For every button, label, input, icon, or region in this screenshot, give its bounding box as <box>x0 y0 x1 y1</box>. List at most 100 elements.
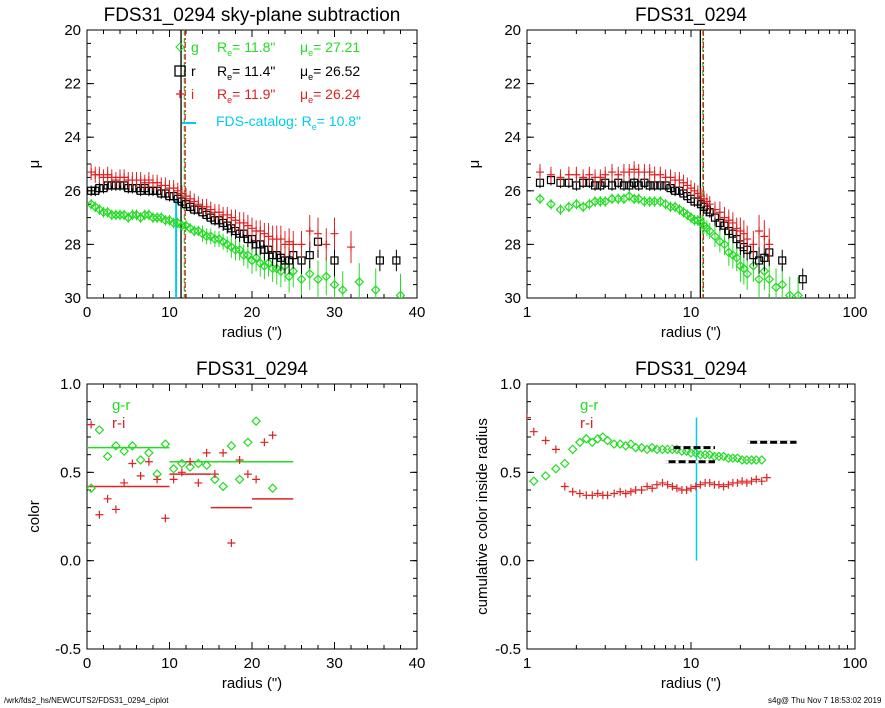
data-point-g <box>304 269 315 279</box>
data-point-g <box>230 244 241 255</box>
data-point-r-i <box>672 484 681 493</box>
legend-entry-r: r Re= 11.4" μe= 26.52 <box>174 63 360 82</box>
data-point-g <box>131 210 142 220</box>
legend-entry-i: i Re= 11.9" μe= 26.24 <box>176 86 360 105</box>
data-point-r-i <box>682 486 691 494</box>
data-point-g-r <box>540 471 551 481</box>
data-point-g <box>247 255 257 266</box>
data-point-r-i <box>616 487 625 496</box>
data-point-r <box>276 253 285 262</box>
data-point-r-i <box>87 420 96 429</box>
data-point-r-i <box>738 477 747 486</box>
footer-timestamp-text: s4g@ Thu Nov 7 18:53:02 2019 <box>768 696 882 705</box>
legend-marker-i <box>176 90 184 98</box>
data-point-r-i <box>687 484 695 493</box>
x-tick-label: 100 <box>842 655 867 672</box>
data-point-r <box>305 251 314 260</box>
data-point-r-i <box>757 477 766 486</box>
data-point-i <box>177 189 186 198</box>
data-point-g <box>600 196 611 207</box>
data-point-g-r <box>267 483 278 494</box>
data-point-r-i <box>742 478 751 487</box>
data-point-g <box>185 223 195 234</box>
data-point-g <box>370 285 381 295</box>
plot-frame <box>526 383 856 650</box>
data-point-g <box>271 263 282 274</box>
x-tick-label: 10 <box>683 304 700 321</box>
y-axis-label: μ <box>26 160 43 169</box>
data-point-g <box>197 228 208 239</box>
data-point-g <box>205 231 216 242</box>
data-point-r <box>760 253 769 262</box>
legend-g-r: g-r <box>580 397 598 414</box>
legend-re-text: Re= 11.8" <box>217 39 275 58</box>
plot-frame <box>86 383 418 650</box>
legend-re-text: Re= 11.9" <box>217 86 275 105</box>
data-point-i <box>720 213 729 222</box>
data-point-g <box>793 290 803 298</box>
x-tick-label: 1 <box>523 304 531 321</box>
data-point-r <box>330 256 339 265</box>
y-tick-label: 26 <box>64 183 81 200</box>
data-point-g-r <box>567 444 578 455</box>
data-point-i <box>297 240 306 249</box>
data-point-g-r <box>620 440 631 451</box>
data-point-g-r <box>581 433 592 444</box>
y-tick-label: 24 <box>64 129 81 146</box>
legend-g-r: g-r <box>112 397 130 414</box>
data-point-g <box>535 193 545 204</box>
legend-marker-r <box>174 65 186 77</box>
data-point-i <box>715 208 724 217</box>
data-point-r <box>645 181 654 190</box>
data-point-g <box>754 274 764 285</box>
data-point-i <box>153 178 162 187</box>
legend-r-i: r-i <box>580 415 593 432</box>
data-point-r <box>260 245 269 254</box>
data-point-i <box>285 237 294 246</box>
data-point-g <box>624 191 635 202</box>
data-point-g <box>321 271 332 282</box>
data-point-g <box>210 234 220 244</box>
data-point-g <box>313 274 323 285</box>
data-point-g <box>156 212 167 223</box>
panel-4: FDS31_0294 1 10 100 -0.5 0.0 0.5 1.0 radius (") c… <box>474 359 868 692</box>
y-tick-label: 30 <box>64 290 81 307</box>
data-point-g <box>193 226 204 236</box>
data-point-g <box>119 210 129 220</box>
data-point-g <box>255 258 266 269</box>
data-point-i <box>186 194 195 203</box>
data-point-g <box>633 193 644 204</box>
data-point-r-i <box>603 491 612 500</box>
x-tick-label: 1 <box>523 655 531 672</box>
data-point-i <box>614 170 623 179</box>
data-point-g <box>689 215 700 226</box>
legend-mu-text: μe= 27.21 <box>300 39 360 58</box>
data-point-g-r <box>704 449 715 460</box>
data-point-r-i <box>652 480 661 489</box>
data-point-g <box>135 212 146 223</box>
data-point-r-i <box>144 457 153 466</box>
data-point-g-r <box>226 440 237 451</box>
data-point-i <box>202 202 211 211</box>
data-point-g-r <box>243 437 253 448</box>
legend-re-text: Re= 11.4" <box>217 63 275 82</box>
data-point-g <box>102 207 113 218</box>
x-tick-label: 30 <box>326 655 343 672</box>
data-point-g <box>172 218 183 228</box>
data-point-r <box>778 256 787 265</box>
data-point-g <box>123 212 134 223</box>
data-point-g-r <box>94 425 105 435</box>
data-point-i <box>535 168 544 177</box>
panel-2: FDS31_0294 1 10 100 20 22 24 26 28 30 radius (") μ <box>466 5 868 341</box>
data-point-i <box>136 176 145 185</box>
data-point-r-i <box>551 445 560 454</box>
x-tick-label: 0 <box>83 655 91 672</box>
data-point-g <box>655 196 666 207</box>
data-point-i <box>314 229 322 238</box>
data-point-r-i <box>575 489 584 498</box>
data-point-i <box>579 173 588 182</box>
x-tick-label: 10 <box>683 655 700 672</box>
data-point-g-r <box>185 462 195 472</box>
data-point-g <box>728 250 738 260</box>
